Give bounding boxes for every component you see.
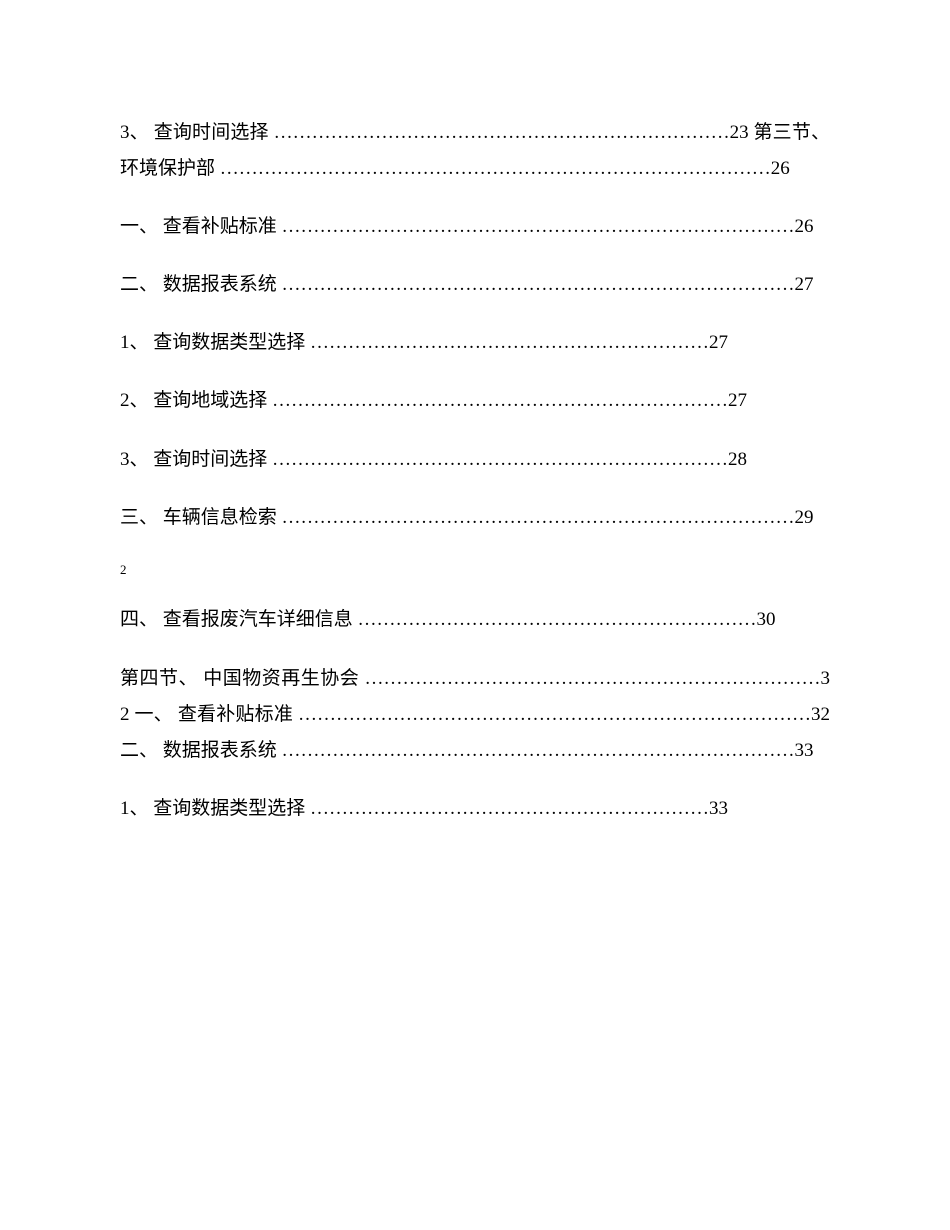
toc-entry: 一、 查看补贴标准 ………………………………………………………………………26 (120, 209, 830, 245)
toc-entry: 1、 查询数据类型选择 ………………………………………………………27 (120, 325, 830, 361)
toc-entry-text: 1、 查询数据类型选择 ………………………………………………………27 (120, 332, 728, 353)
toc-entry-text: 四、 查看报废汽车详细信息 ………………………………………………………30 (120, 609, 776, 630)
toc-entry: 3、 查询时间选择 ………………………………………………………………28 (120, 442, 830, 478)
toc-entry-text: 三、 车辆信息检索 ………………………………………………………………………29 (120, 507, 814, 528)
toc-entry-text: 1、 查询数据类型选择 ………………………………………………………33 (120, 798, 728, 819)
toc-entry-text: 二、 数据报表系统 ………………………………………………………………………27 (120, 274, 814, 295)
toc-entry-text: 3、 查询时间选择 ………………………………………………………………23 第三节… (120, 122, 830, 179)
page-number-marker: 2 (120, 558, 830, 583)
toc-entry: 3、 查询时间选择 ………………………………………………………………23 第三节… (120, 115, 830, 187)
toc-entry-text: 3、 查询时间选择 ………………………………………………………………28 (120, 449, 747, 470)
toc-entry: 1、 查询数据类型选择 ………………………………………………………33 (120, 791, 830, 827)
toc-entry-text: 一、 查看补贴标准 ………………………………………………………………………26 (120, 216, 814, 237)
toc-entry: 第四节、 中国物资再生协会 ………………………………………………………………32… (120, 661, 830, 769)
toc-entry: 2、 查询地域选择 ………………………………………………………………27 (120, 383, 830, 419)
toc-entry: 四、 查看报废汽车详细信息 ………………………………………………………30 (120, 602, 830, 638)
toc-entry-text: 第四节、 中国物资再生协会 ………………………………………………………………32… (120, 668, 830, 761)
toc-entry: 二、 数据报表系统 ………………………………………………………………………27 (120, 267, 830, 303)
toc-entry-text: 2、 查询地域选择 ………………………………………………………………27 (120, 390, 747, 411)
toc-entry: 三、 车辆信息检索 ………………………………………………………………………29 (120, 500, 830, 536)
toc-container: 3、 查询时间选择 ………………………………………………………………23 第三节… (120, 115, 830, 827)
